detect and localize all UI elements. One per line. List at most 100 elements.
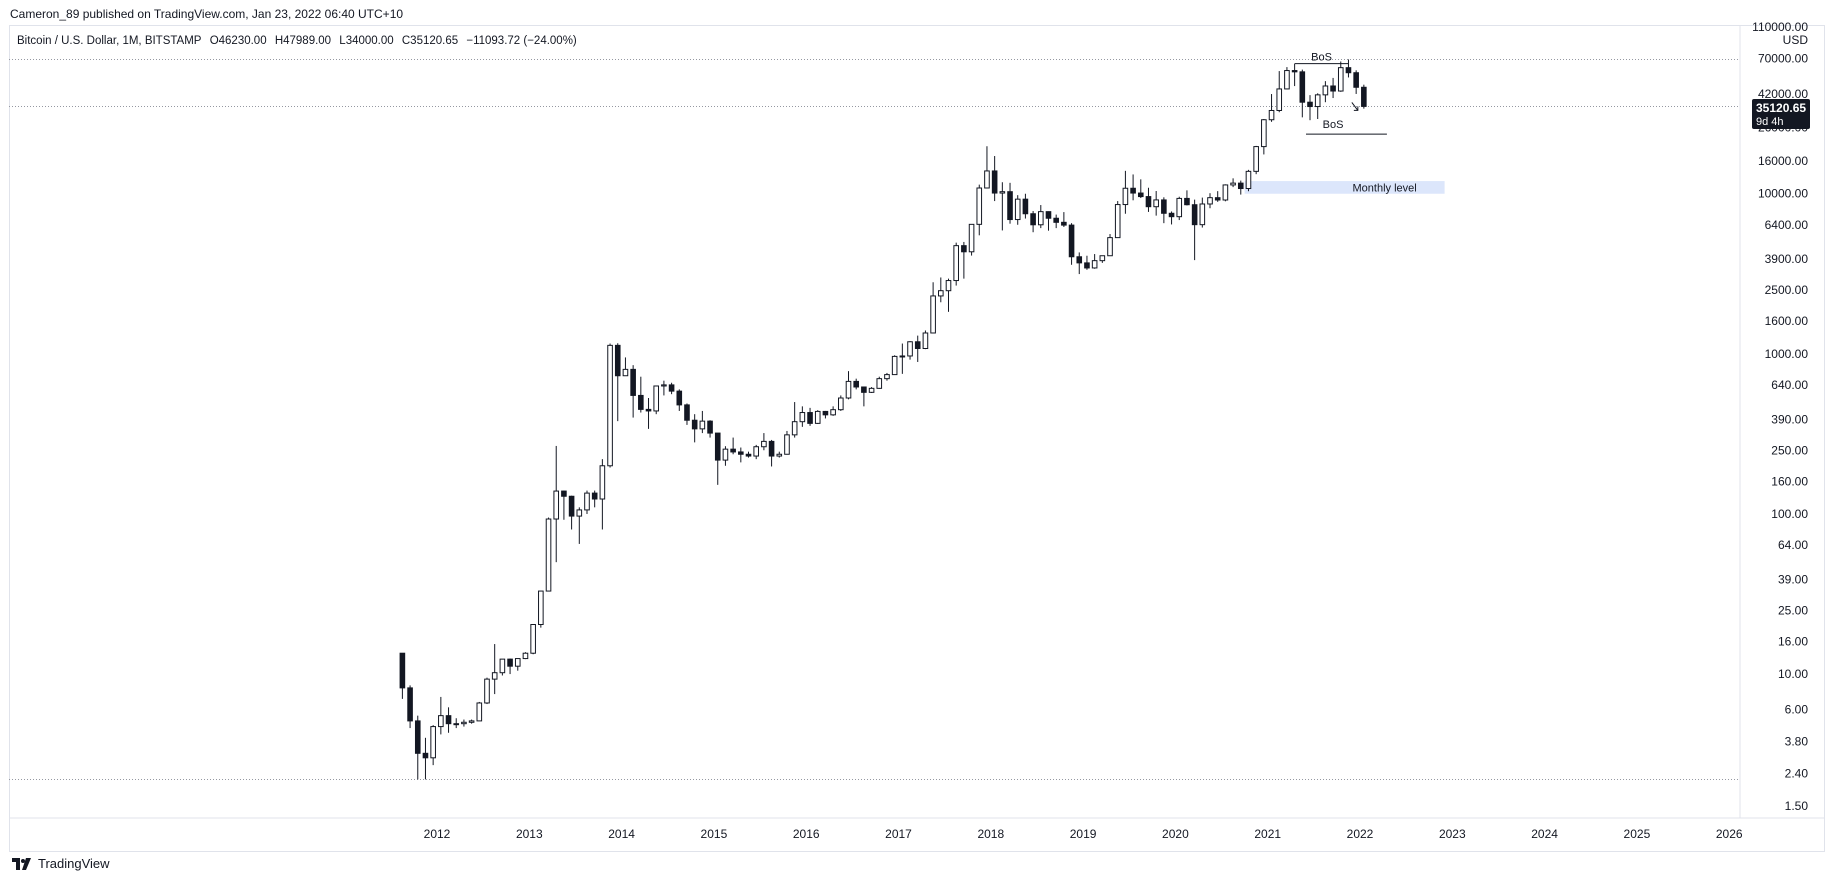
candle[interactable]	[445, 707, 452, 733]
candle[interactable]	[791, 402, 798, 438]
candle[interactable]	[714, 432, 721, 485]
candle[interactable]	[1361, 84, 1367, 109]
candle[interactable]	[614, 343, 621, 422]
candle[interactable]	[1037, 205, 1044, 229]
candle[interactable]	[1353, 70, 1359, 94]
candle[interactable]	[1137, 179, 1144, 199]
candle[interactable]	[1068, 223, 1075, 265]
candle[interactable]	[576, 507, 583, 544]
candle[interactable]	[991, 156, 998, 202]
candle[interactable]	[1191, 199, 1198, 261]
candle[interactable]	[799, 406, 806, 427]
candle[interactable]	[822, 410, 829, 419]
candle[interactable]	[961, 241, 967, 279]
candle[interactable]	[507, 658, 513, 675]
candle[interactable]	[1261, 118, 1267, 155]
candle[interactable]	[438, 696, 444, 735]
candle[interactable]	[1145, 187, 1152, 212]
candle[interactable]	[891, 355, 898, 376]
candle[interactable]	[1153, 191, 1159, 216]
candle[interactable]	[1230, 178, 1236, 188]
candle[interactable]	[1330, 77, 1336, 99]
candle[interactable]	[1130, 174, 1136, 201]
candle[interactable]	[653, 385, 660, 415]
candle[interactable]	[861, 386, 867, 407]
candle[interactable]	[699, 410, 706, 434]
time-axis[interactable]: 2012 2013 2014 2015 2016 2017 2018 2019 2020 2021…	[424, 827, 1743, 841]
candle[interactable]	[568, 495, 575, 530]
candle[interactable]	[922, 330, 929, 350]
candle[interactable]	[738, 447, 744, 463]
candle[interactable]	[545, 517, 552, 592]
candle[interactable]	[630, 365, 636, 418]
candle[interactable]	[599, 459, 606, 530]
candle[interactable]	[1084, 255, 1090, 270]
candle[interactable]	[814, 410, 821, 424]
candle[interactable]	[514, 658, 521, 671]
candle[interactable]	[807, 407, 813, 426]
candle[interactable]	[1199, 197, 1206, 228]
candle[interactable]	[1122, 170, 1129, 214]
candle[interactable]	[468, 719, 475, 724]
candle[interactable]	[499, 658, 506, 676]
candle[interactable]	[976, 184, 983, 236]
candle[interactable]	[899, 343, 906, 374]
candle[interactable]	[984, 146, 990, 189]
candle[interactable]	[484, 677, 490, 705]
candle[interactable]	[530, 624, 536, 655]
monthly-level-zone[interactable]	[1244, 181, 1445, 194]
candle[interactable]	[876, 376, 883, 389]
candle[interactable]	[476, 701, 483, 722]
candle[interactable]	[1030, 211, 1036, 233]
candle[interactable]	[414, 715, 421, 780]
candle[interactable]	[1245, 169, 1252, 192]
candle[interactable]	[838, 395, 844, 411]
candle[interactable]	[1007, 182, 1013, 224]
candle[interactable]	[784, 430, 790, 455]
candle[interactable]	[1099, 255, 1106, 263]
candle[interactable]	[853, 378, 859, 390]
candle[interactable]	[1184, 190, 1190, 206]
candle[interactable]	[1107, 234, 1113, 257]
candle[interactable]	[1345, 59, 1352, 78]
candle[interactable]	[591, 490, 598, 508]
candle[interactable]	[1314, 93, 1321, 119]
candle[interactable]	[1276, 71, 1283, 113]
candle[interactable]	[968, 223, 975, 256]
candle[interactable]	[707, 420, 713, 438]
candle[interactable]	[1322, 81, 1329, 103]
candle[interactable]	[399, 652, 406, 699]
candle[interactable]	[845, 371, 852, 400]
candle[interactable]	[930, 282, 936, 334]
candle[interactable]	[668, 382, 675, 395]
candle[interactable]	[1061, 212, 1067, 227]
candle[interactable]	[553, 445, 560, 563]
candle[interactable]	[945, 278, 952, 312]
candle[interactable]	[830, 406, 836, 416]
candle[interactable]	[914, 335, 921, 362]
candle[interactable]	[1207, 193, 1213, 209]
candle[interactable]	[584, 490, 590, 514]
candle[interactable]	[1291, 63, 1298, 87]
candle[interactable]	[868, 387, 875, 393]
candle[interactable]	[1337, 61, 1344, 92]
candle[interactable]	[1237, 180, 1244, 195]
candle[interactable]	[430, 725, 436, 766]
candle[interactable]	[1222, 184, 1229, 202]
candle[interactable]	[753, 444, 760, 460]
price-axis[interactable]: 1.50 2.40 3.80 6.00 10.00 16.00 25.00 39.00 64.0…	[1752, 20, 1808, 813]
candle[interactable]	[1176, 196, 1183, 221]
candle[interactable]	[1214, 191, 1221, 202]
candle[interactable]	[422, 737, 429, 780]
candle[interactable]	[607, 343, 613, 468]
candle[interactable]	[622, 357, 629, 377]
candle[interactable]	[1161, 197, 1167, 224]
candle[interactable]	[1114, 201, 1121, 239]
candle[interactable]	[1284, 67, 1290, 90]
candle[interactable]	[1076, 252, 1083, 275]
candle[interactable]	[1299, 69, 1306, 118]
candle[interactable]	[776, 451, 783, 458]
candle[interactable]	[953, 242, 959, 286]
candle[interactable]	[1014, 195, 1021, 225]
candle[interactable]	[522, 652, 529, 660]
